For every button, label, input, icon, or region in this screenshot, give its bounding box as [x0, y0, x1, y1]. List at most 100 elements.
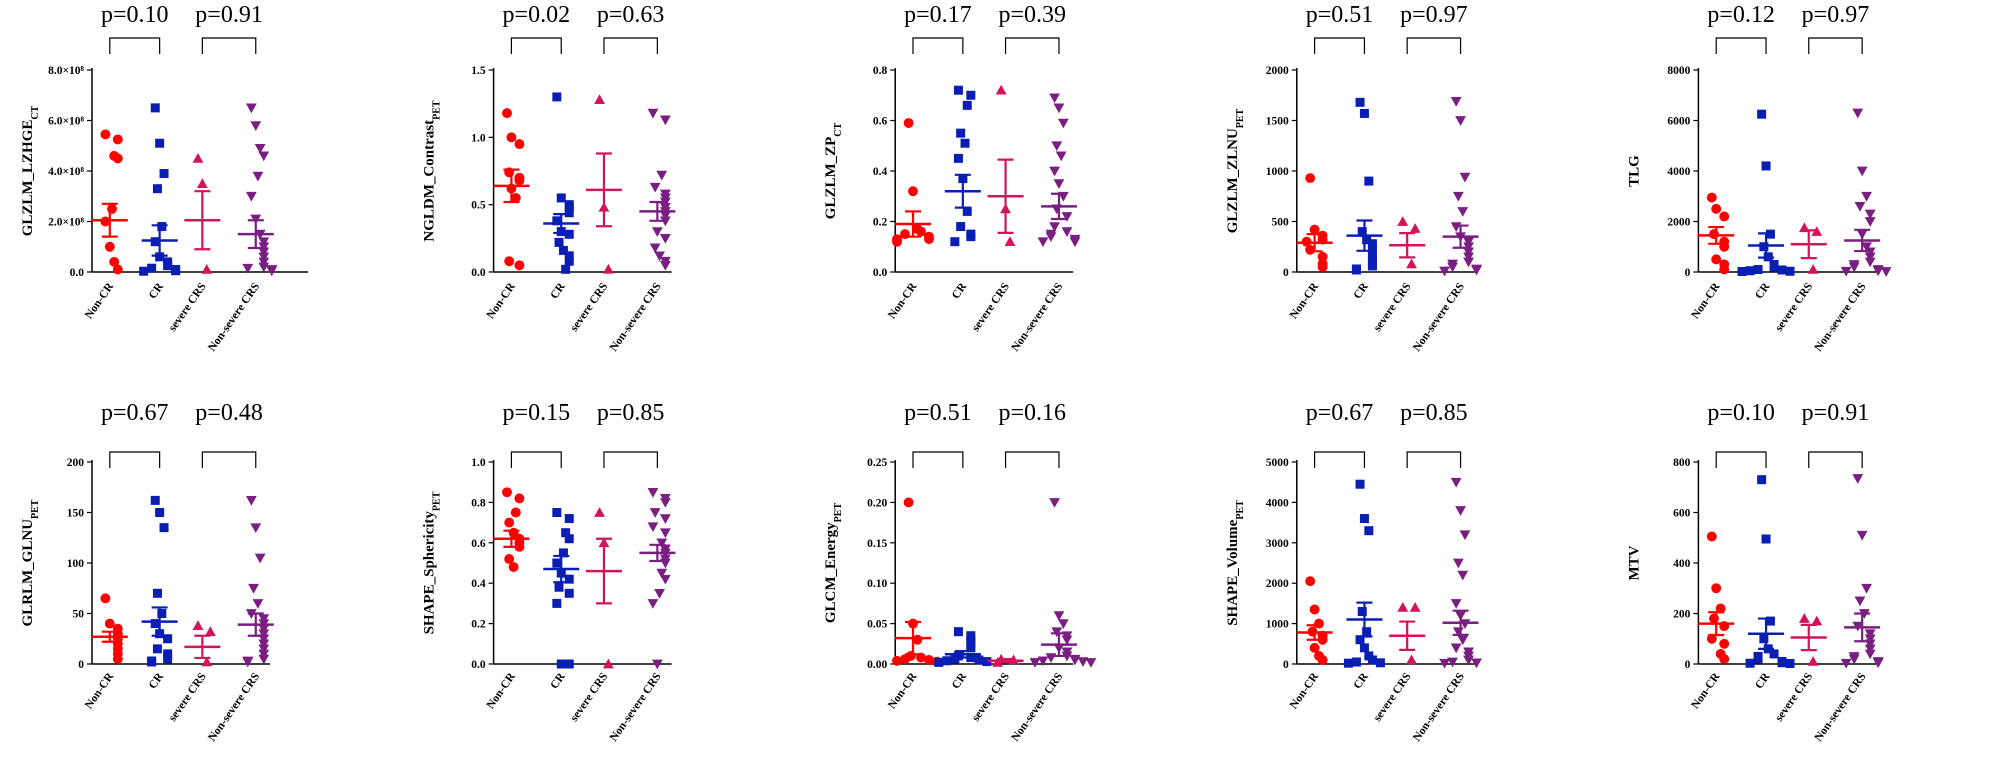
data-point — [659, 514, 671, 524]
data-point — [1854, 596, 1866, 607]
p-value-label: p=0.85 — [1400, 400, 1468, 426]
data-point — [201, 264, 213, 274]
data-point — [552, 508, 562, 517]
data-point — [252, 171, 264, 182]
data-point — [155, 508, 165, 517]
data-point — [1452, 558, 1464, 569]
chart-panel: 0.00 0.05 0.10 0.15 0.20 0.25 GLCM_EnergyPET No… — [823, 400, 1097, 744]
category-label: severe CRS — [167, 281, 209, 334]
category-label: CR — [548, 280, 568, 301]
y-axis-label-main: GLZLM_ZP — [823, 137, 839, 220]
data-point — [245, 191, 257, 202]
data-point — [966, 643, 976, 653]
data-point — [1029, 658, 1041, 668]
data-point — [1709, 613, 1719, 624]
p-value-label: p=0.85 — [597, 400, 665, 426]
y-axis-label-main: MTV — [1626, 545, 1642, 580]
data-point — [1709, 229, 1719, 240]
series-group — [141, 495, 178, 667]
data-point — [1061, 212, 1073, 222]
data-point — [1309, 642, 1320, 653]
y-tick-label: 200 — [67, 457, 85, 469]
data-point — [152, 184, 162, 194]
data-point — [1362, 627, 1372, 637]
data-point — [647, 599, 659, 609]
category-label: CR — [1753, 280, 1773, 301]
data-point — [1854, 202, 1866, 212]
data-point — [558, 548, 568, 558]
data-point — [1317, 251, 1328, 262]
category-label: Non-severe CRS — [206, 671, 262, 744]
data-point — [504, 256, 515, 267]
data-point — [1757, 475, 1767, 485]
p-value-label: p=0.16 — [998, 400, 1066, 426]
data-point — [1745, 266, 1755, 276]
data-point — [564, 588, 574, 598]
data-point — [1439, 658, 1450, 669]
y-axis-label: SHAPE_SphericityPET — [422, 491, 443, 634]
data-point — [1864, 629, 1876, 640]
y-tick-label: 0.15 — [867, 538, 887, 550]
p-value-label: p=0.97 — [1802, 2, 1870, 28]
data-point — [157, 222, 167, 232]
data-point — [594, 507, 605, 517]
data-point — [1765, 616, 1775, 626]
y-tick-label: 0.2 — [471, 619, 486, 631]
data-point — [258, 644, 270, 655]
series-group — [987, 84, 1024, 247]
data-point — [155, 138, 165, 148]
data-point — [1864, 644, 1876, 655]
data-point — [953, 85, 963, 95]
data-point — [1463, 655, 1474, 666]
y-axis-label-main: GLCM_Energy — [823, 522, 839, 623]
data-point — [157, 609, 167, 618]
data-point — [1351, 265, 1361, 275]
data-point — [258, 247, 270, 258]
data-point — [892, 236, 902, 247]
series-group — [585, 94, 622, 274]
p-value-label: p=0.10 — [1707, 400, 1775, 426]
data-point — [916, 226, 926, 237]
y-axis-label-sub: CT — [833, 122, 844, 136]
series-group — [639, 108, 676, 271]
series-group — [944, 85, 981, 247]
data-point — [552, 598, 562, 608]
y-tick-label: 150 — [67, 508, 85, 520]
data-point — [1864, 252, 1876, 263]
data-point — [1069, 655, 1081, 666]
category-label: CR — [147, 280, 167, 301]
y-tick-label: 0.00 — [867, 659, 887, 671]
category-label: Non-CR — [1689, 670, 1723, 711]
series-group — [237, 103, 278, 277]
category-label: Non-CR — [886, 280, 920, 321]
data-point — [107, 203, 117, 214]
y-tick-label: 800 — [1673, 457, 1691, 469]
data-point — [155, 252, 165, 262]
data-point — [152, 644, 162, 654]
data-point — [558, 245, 568, 255]
y-axis-label-main: SHAPE_Volume — [1225, 519, 1241, 625]
data-point — [552, 92, 562, 102]
data-point — [1055, 151, 1067, 162]
y-tick-label: 0 — [1685, 267, 1691, 279]
p-value-label: p=0.48 — [195, 400, 263, 426]
data-point — [564, 251, 574, 261]
data-point — [104, 618, 115, 629]
data-point — [1856, 530, 1868, 541]
data-point — [254, 553, 266, 564]
data-point — [163, 261, 173, 271]
series-group — [639, 487, 676, 670]
data-point — [1447, 657, 1458, 668]
significance-bracket — [201, 451, 257, 468]
category-label: CR — [1753, 670, 1773, 691]
y-axis-label: SHAPE_VolumePET — [1225, 500, 1246, 626]
data-point — [649, 508, 661, 518]
data-point — [266, 266, 278, 277]
data-point — [150, 619, 160, 629]
data-point — [903, 497, 914, 508]
p-value-label: p=0.67 — [101, 400, 169, 426]
data-point — [924, 655, 934, 665]
data-point — [982, 657, 992, 667]
y-tick-label: 0.2 — [873, 217, 888, 229]
data-point — [258, 654, 270, 665]
